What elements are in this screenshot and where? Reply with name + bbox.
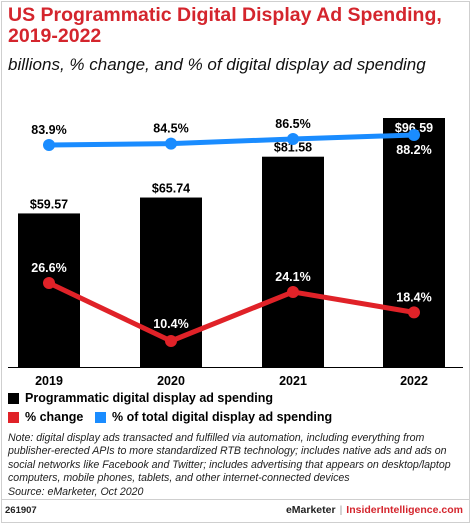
bar-label-2020: $65.74 — [152, 182, 190, 196]
change-label-2021: 24.1% — [275, 270, 310, 284]
change-label-2020: 10.4% — [153, 317, 188, 331]
change-line — [47, 280, 415, 344]
share-point-2022 — [408, 129, 420, 141]
chart-title: US Programmatic Digital Display Ad Spend… — [8, 4, 442, 47]
share-point-2019 — [43, 139, 55, 151]
share-label-2022: 88.2% — [396, 143, 431, 157]
legend-item-bar: Programmatic digital display ad spending — [8, 391, 273, 405]
bar-2019 — [18, 213, 80, 367]
bar-label-2019: $59.57 — [30, 197, 68, 211]
x-tick-2019: 2019 — [35, 374, 63, 388]
bar-2022 — [383, 118, 445, 367]
share-label-2021: 86.5% — [275, 117, 310, 131]
chart-note: Note: digital display ads transacted and… — [8, 432, 466, 499]
change-label-2022: 18.4% — [396, 290, 431, 304]
legend-item-share: % of total digital display ad spending — [95, 410, 332, 424]
legend-item-change: % change — [8, 410, 83, 424]
x-tick-2021: 2021 — [279, 374, 307, 388]
brand-emarketer: eMarketer — [285, 504, 336, 516]
share-line — [48, 132, 415, 148]
legend-label-bar: Programmatic digital display ad spending — [25, 391, 273, 405]
brand-insider-intelligence: InsiderIntelligence.com — [346, 504, 463, 516]
bar-2021 — [262, 156, 324, 367]
brand-separator: | — [339, 504, 343, 516]
source-text: Source: eMarketer, Oct 2020 — [8, 485, 144, 498]
chart-plot: $59.57 $65.74 $81.58 $96.59 83.9% 84.5% 86.5% 8… — [8, 117, 463, 388]
x-tick-2020: 2020 — [157, 374, 185, 388]
share-label-2019: 83.9% — [31, 123, 66, 137]
footer-divider — [1, 499, 470, 500]
legend-swatch-share — [95, 411, 106, 423]
share-label-2020: 84.5% — [153, 122, 188, 136]
bar-label-2021: $81.58 — [274, 141, 312, 155]
footer-brand: eMarketer | InsiderIntelligence.com — [286, 504, 463, 516]
chart-id: 261907 — [5, 505, 37, 516]
share-point-2021 — [287, 132, 299, 145]
share-point-2020 — [165, 137, 177, 150]
legend-swatch-change — [8, 411, 19, 423]
chart-subtitle: billions, % change, and % of digital dis… — [8, 55, 426, 74]
change-point-2021 — [287, 285, 299, 298]
change-point-2019 — [43, 277, 55, 289]
x-tick-2022: 2022 — [400, 374, 428, 388]
bar-label-2022: $96.59 — [395, 121, 433, 135]
legend-label-share: % of total digital display ad spending — [112, 410, 333, 424]
legend-swatch-bar — [8, 392, 19, 404]
note-text: Note: digital display ads transacted and… — [8, 432, 451, 485]
legend-label-change: % change — [25, 410, 84, 424]
change-label-2019: 26.6% — [31, 261, 66, 275]
change-point-2020 — [165, 335, 177, 347]
change-point-2022 — [408, 306, 420, 319]
